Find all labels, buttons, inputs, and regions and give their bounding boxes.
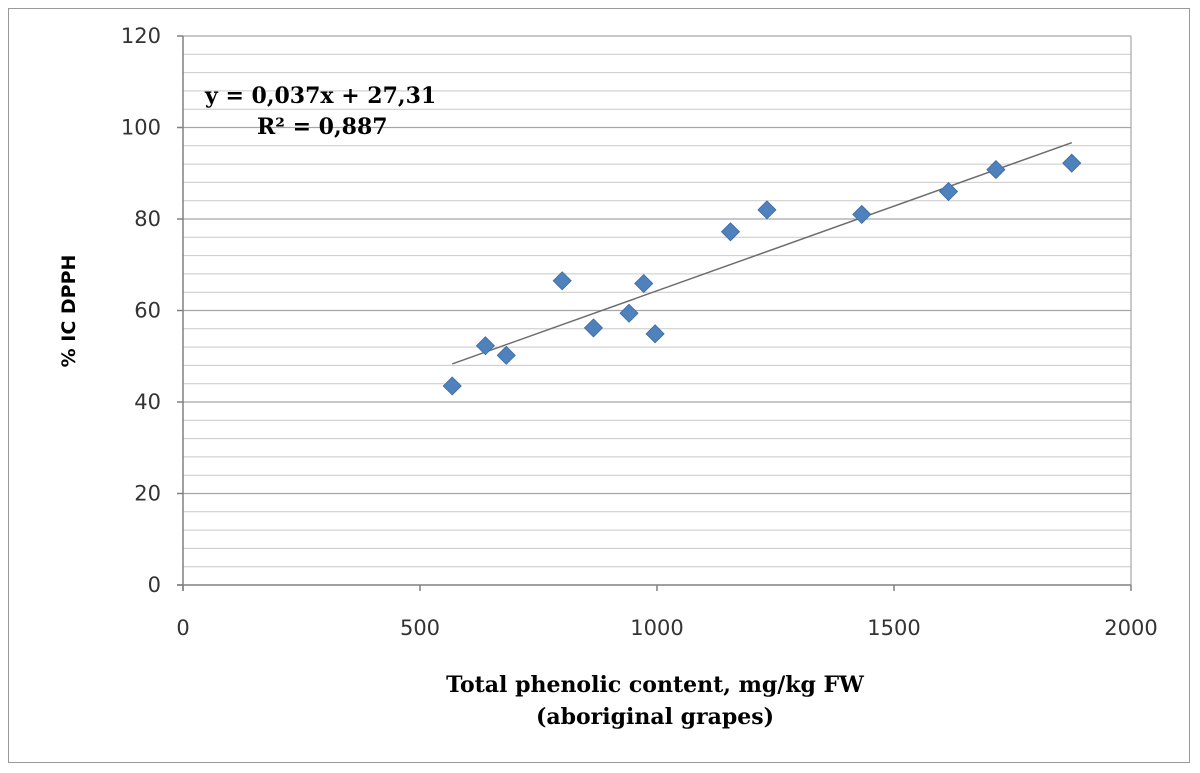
- y-tick-label: 40: [134, 390, 161, 414]
- x-tick-labels: 0 500 1000 1500 2000: [176, 616, 1157, 640]
- x-axis-label-line2: (aboriginal grapes): [536, 704, 774, 730]
- trendline-equation: y = 0,037x + 27,31: [204, 83, 436, 109]
- y-tick-label: 100: [121, 116, 161, 140]
- data-point: [852, 204, 872, 224]
- y-tick-label: 20: [134, 482, 161, 506]
- data-point: [496, 345, 516, 365]
- data-point: [986, 160, 1006, 180]
- x-tick-label: 1500: [867, 616, 920, 640]
- x-tick-label: 1000: [630, 616, 683, 640]
- data-point: [634, 273, 654, 294]
- trendline: [451, 141, 1073, 365]
- x-axis-label-line1: Total phenolic content, mg/kg FW: [446, 672, 864, 698]
- trendline-group: [451, 141, 1073, 365]
- data-point: [938, 181, 959, 202]
- data-point: [619, 303, 639, 323]
- data-point: [720, 222, 741, 242]
- data-point: [583, 318, 604, 338]
- data-points: [442, 153, 1082, 396]
- x-tick-label: 500: [400, 616, 440, 640]
- chart-frame: [8, 8, 1190, 763]
- y-tick-labels: 0 20 40 60 80 100 120: [121, 24, 161, 597]
- trendline-r-squared: R² = 0,887: [257, 114, 388, 140]
- data-point: [1062, 153, 1082, 173]
- data-point: [645, 324, 665, 344]
- data-point: [475, 336, 495, 356]
- y-tick-label: 60: [134, 299, 161, 323]
- y-tick-label: 80: [134, 207, 161, 231]
- minor-gridlines: [183, 53, 1131, 568]
- data-point: [442, 376, 462, 396]
- major-gridlines: [183, 35, 1131, 495]
- data-point: [552, 271, 572, 291]
- x-tick-label: 2000: [1104, 616, 1157, 640]
- y-tick-label: 120: [121, 24, 161, 48]
- x-tick-label: 0: [176, 616, 189, 640]
- data-point: [757, 200, 777, 220]
- y-axis-label: % IC DPPH: [58, 255, 80, 368]
- y-tick-label: 0: [148, 573, 161, 597]
- axes: [177, 35, 1132, 591]
